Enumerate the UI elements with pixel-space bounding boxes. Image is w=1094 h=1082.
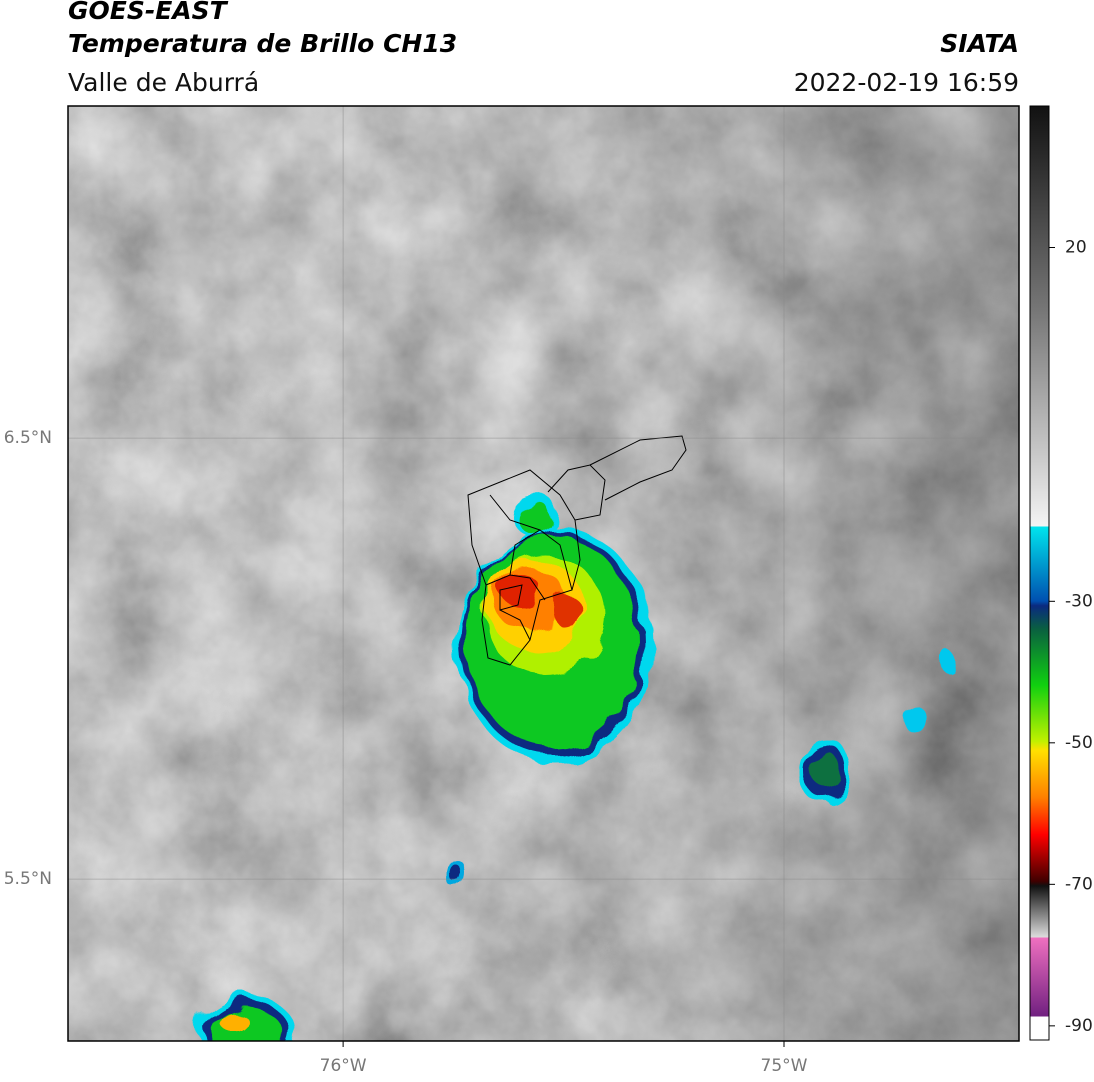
datetime: 2022-02-19 16:59 — [794, 68, 1019, 97]
colorbar-tick-label: -70 — [1065, 874, 1093, 894]
region: Valle de Aburrá — [68, 68, 259, 97]
map-frame — [67, 105, 1020, 1042]
title: GOES-EAST — [68, 0, 229, 25]
source: SIATA — [940, 29, 1019, 58]
colorbar-tick-label: -50 — [1065, 733, 1093, 753]
x-tick-label: 76°W — [320, 1056, 367, 1076]
colorbar — [1029, 105, 1050, 1041]
colorbar-tick-label: -30 — [1065, 591, 1093, 611]
map — [68, 106, 1019, 1041]
y-tick-label: 5.5°N — [4, 869, 52, 889]
x-tick-label: 75°W — [761, 1056, 808, 1076]
colorbar-tick-label: -90 — [1065, 1016, 1093, 1036]
colorbar-tick-label: 20 — [1065, 238, 1087, 258]
subtitle: Temperatura de Brillo CH13 — [68, 29, 457, 58]
municipalities — [467, 435, 687, 666]
y-tick-label: 6.5°N — [4, 428, 52, 448]
